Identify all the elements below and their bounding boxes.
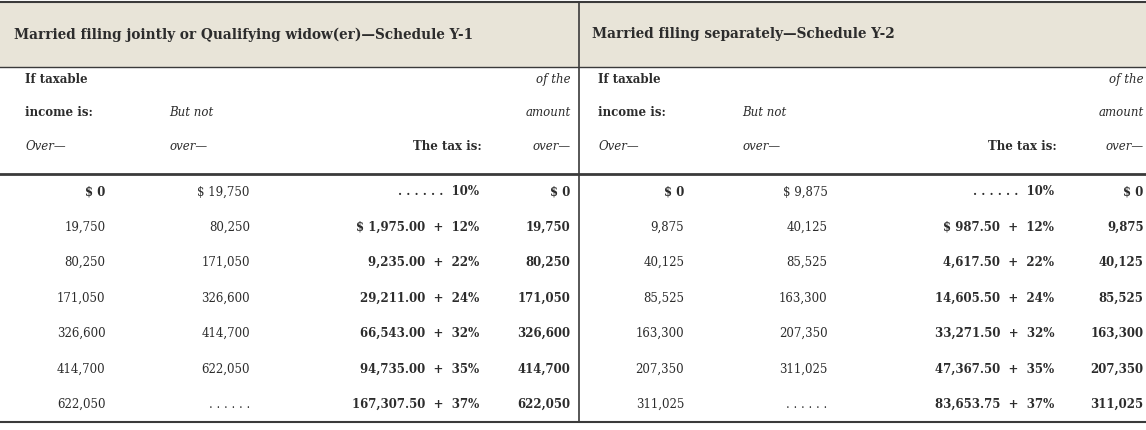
Text: 19,750: 19,750	[526, 221, 571, 234]
Text: 311,025: 311,025	[1091, 398, 1144, 411]
Text: 85,525: 85,525	[786, 256, 827, 269]
Text: 83,653.75  +  37%: 83,653.75 + 37%	[935, 398, 1054, 411]
Text: over—: over—	[170, 140, 207, 153]
Text: $ 987.50  +  12%: $ 987.50 + 12%	[943, 221, 1054, 234]
Text: 207,350: 207,350	[636, 362, 684, 375]
Text: Married filing separately—Schedule Y-2: Married filing separately—Schedule Y-2	[592, 28, 895, 41]
Text: 622,050: 622,050	[518, 398, 571, 411]
Text: 94,735.00  +  35%: 94,735.00 + 35%	[360, 362, 479, 375]
Text: $ 0: $ 0	[1123, 185, 1144, 198]
Text: 171,050: 171,050	[202, 256, 250, 269]
Text: 326,600: 326,600	[57, 327, 105, 340]
Text: But not: But not	[743, 106, 787, 119]
Text: 40,125: 40,125	[643, 256, 684, 269]
Text: income is:: income is:	[598, 106, 666, 119]
Text: of the: of the	[1109, 73, 1144, 86]
Text: 167,307.50  +  37%: 167,307.50 + 37%	[352, 398, 479, 411]
Text: 40,125: 40,125	[786, 221, 827, 234]
Text: 311,025: 311,025	[636, 398, 684, 411]
Bar	[0, 2, 579, 67]
Text: 80,250: 80,250	[64, 256, 105, 269]
Text: over—: over—	[743, 140, 780, 153]
Text: 163,300: 163,300	[636, 327, 684, 340]
Text: of the: of the	[536, 73, 571, 86]
Text: 171,050: 171,050	[518, 292, 571, 305]
Text: 9,875: 9,875	[1107, 221, 1144, 234]
Text: The tax is:: The tax is:	[413, 140, 481, 153]
Text: 622,050: 622,050	[202, 362, 250, 375]
Text: income is:: income is:	[25, 106, 93, 119]
Text: 207,350: 207,350	[779, 327, 827, 340]
Text: 163,300: 163,300	[779, 292, 827, 305]
Text: If taxable: If taxable	[598, 73, 661, 86]
Text: $ 9,875: $ 9,875	[783, 185, 827, 198]
Text: Over—: Over—	[598, 140, 638, 153]
Text: $ 1,975.00  +  12%: $ 1,975.00 + 12%	[356, 221, 479, 234]
Text: 80,250: 80,250	[209, 221, 250, 234]
Text: 40,125: 40,125	[1099, 256, 1144, 269]
Text: over—: over—	[1106, 140, 1144, 153]
Text: 4,617.50  +  22%: 4,617.50 + 22%	[943, 256, 1054, 269]
Text: 85,525: 85,525	[643, 292, 684, 305]
Text: . . . . . .  10%: . . . . . . 10%	[973, 185, 1054, 198]
Text: . . . . . .: . . . . . .	[786, 398, 827, 411]
Text: $ 0: $ 0	[550, 185, 571, 198]
Text: If taxable: If taxable	[25, 73, 88, 86]
Text: 326,600: 326,600	[202, 292, 250, 305]
Text: 414,700: 414,700	[202, 327, 250, 340]
Text: 85,525: 85,525	[1099, 292, 1144, 305]
Text: amount: amount	[526, 106, 571, 119]
Text: 19,750: 19,750	[64, 221, 105, 234]
Text: 66,543.00  +  32%: 66,543.00 + 32%	[360, 327, 479, 340]
Text: 171,050: 171,050	[57, 292, 105, 305]
Text: 9,235.00  +  22%: 9,235.00 + 22%	[368, 256, 479, 269]
Text: 326,600: 326,600	[518, 327, 571, 340]
Text: The tax is:: The tax is:	[988, 140, 1057, 153]
Text: $ 0: $ 0	[85, 185, 105, 198]
Text: 14,605.50  +  24%: 14,605.50 + 24%	[935, 292, 1054, 305]
Text: 622,050: 622,050	[57, 398, 105, 411]
Text: over—: over—	[533, 140, 571, 153]
Text: . . . . . .  10%: . . . . . . 10%	[398, 185, 479, 198]
Text: Over—: Over—	[25, 140, 65, 153]
Text: amount: amount	[1099, 106, 1144, 119]
Text: . . . . . .: . . . . . .	[209, 398, 250, 411]
Bar	[579, 2, 1146, 67]
Text: 207,350: 207,350	[1091, 362, 1144, 375]
Text: 163,300: 163,300	[1091, 327, 1144, 340]
Text: 33,271.50  +  32%: 33,271.50 + 32%	[935, 327, 1054, 340]
Text: $ 19,750: $ 19,750	[197, 185, 250, 198]
Text: 29,211.00  +  24%: 29,211.00 + 24%	[360, 292, 479, 305]
Text: 414,700: 414,700	[57, 362, 105, 375]
Text: 80,250: 80,250	[526, 256, 571, 269]
Text: 311,025: 311,025	[779, 362, 827, 375]
Text: Married filing jointly or Qualifying widow(er)—Schedule Y-1: Married filing jointly or Qualifying wid…	[14, 27, 473, 42]
Text: 9,875: 9,875	[651, 221, 684, 234]
Text: 414,700: 414,700	[518, 362, 571, 375]
Text: 47,367.50  +  35%: 47,367.50 + 35%	[935, 362, 1054, 375]
Text: But not: But not	[170, 106, 214, 119]
Text: $ 0: $ 0	[664, 185, 684, 198]
